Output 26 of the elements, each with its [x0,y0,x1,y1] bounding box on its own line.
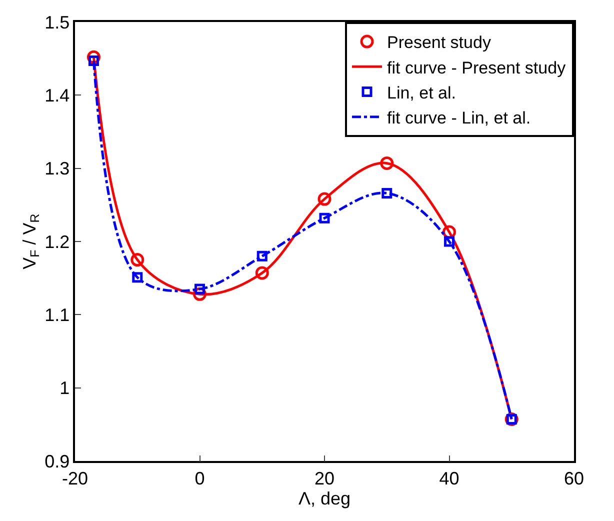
x-tick-label: 40 [439,468,460,488]
y-tick-label: 1.5 [44,12,70,32]
point [318,192,332,206]
point [194,284,205,294]
y-tick-label: 1.3 [44,158,70,179]
y-tick-label: 1.1 [44,304,70,325]
y-tick-label: 1.4 [44,85,70,106]
legend-label: fit curve - Lin, et al. [387,108,531,128]
point [255,266,269,280]
point [319,212,330,224]
x-tick-label: 20 [314,468,335,488]
y-tick-label: 1.2 [44,232,70,252]
y-tick-label: 1 [60,378,70,398]
legend-label: Lin, et al. [387,83,456,102]
point [132,272,143,283]
point [444,236,454,247]
point [380,156,394,170]
point [130,253,144,267]
point [382,188,392,198]
x-axis-title: Λ, deg [298,488,351,508]
legend-label: Present study [387,33,492,52]
x-tick-label: 60 [564,468,584,488]
point [256,250,268,262]
point [88,56,99,66]
legend-label: fit curve - Present study [387,58,566,78]
x-tick-label: 0 [194,468,205,488]
